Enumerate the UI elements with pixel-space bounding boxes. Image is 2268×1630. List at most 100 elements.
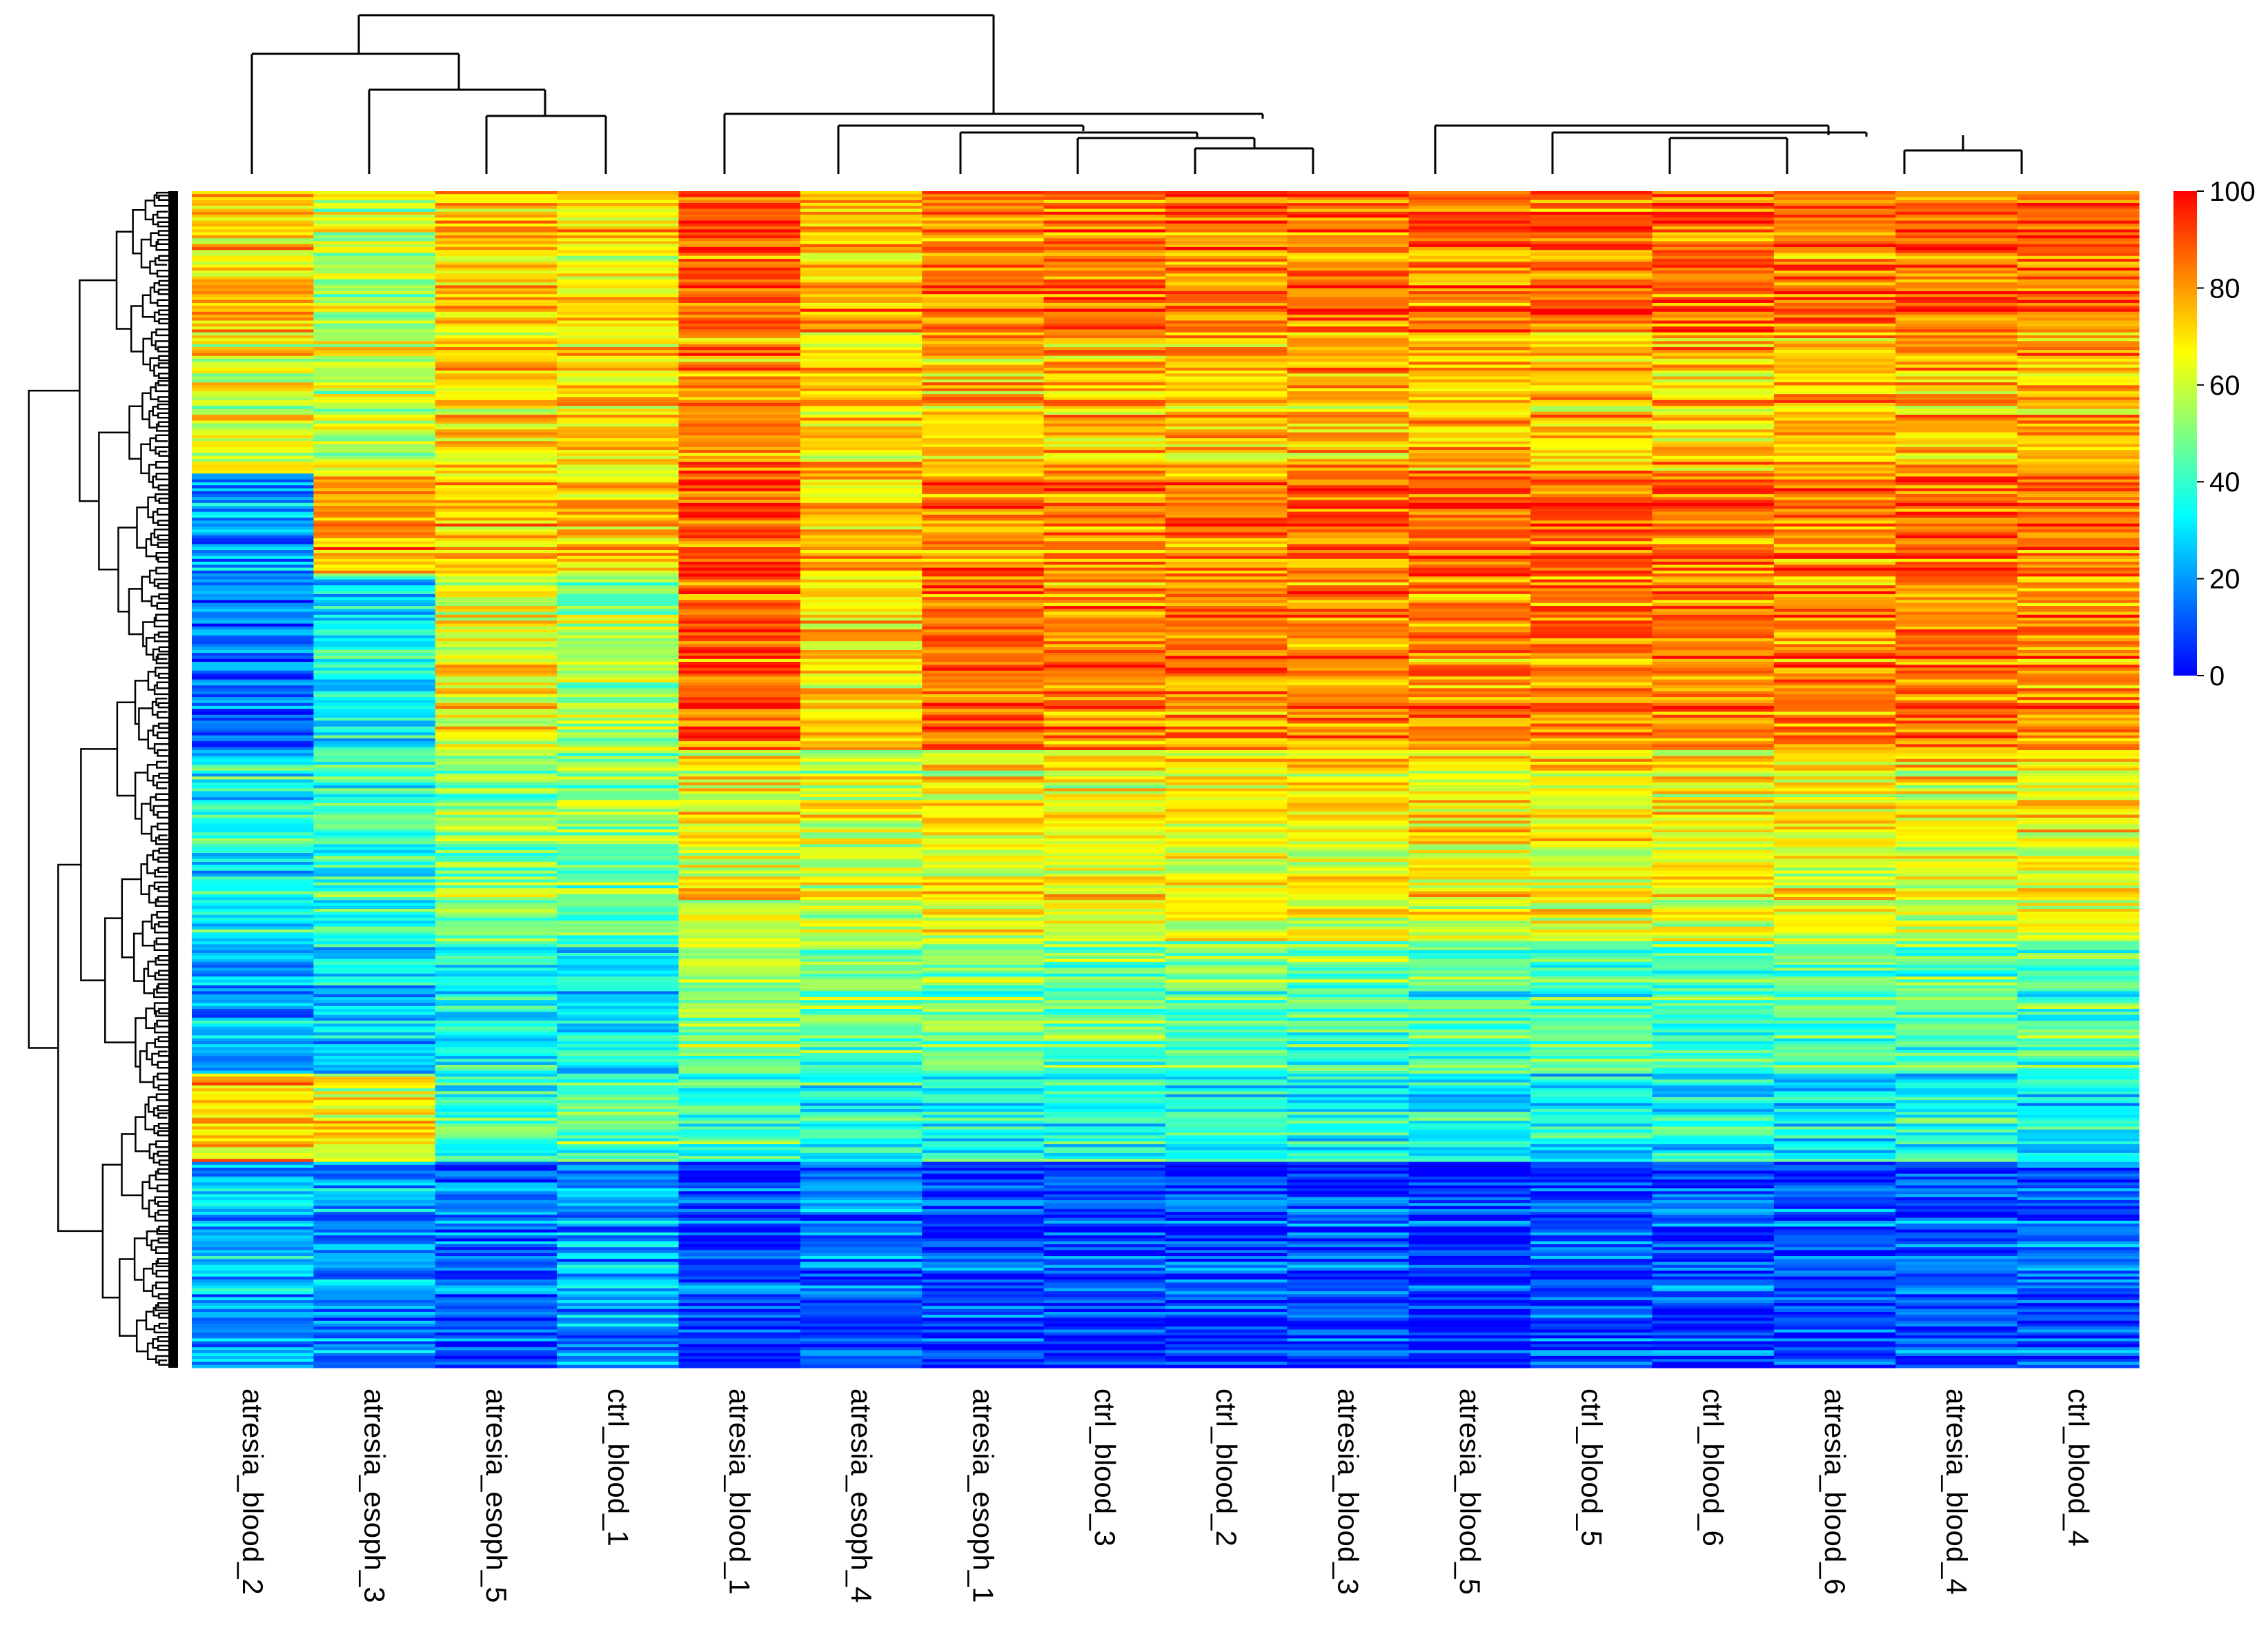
heatmap-cell — [2017, 1059, 2140, 1063]
heatmap-cell — [1773, 264, 1896, 268]
heatmap-cell — [922, 373, 1045, 377]
heatmap-cell — [192, 1056, 314, 1060]
heatmap-cell — [1530, 502, 1653, 507]
heatmap-cell — [922, 1026, 1045, 1030]
heatmap-cell — [2017, 226, 2140, 230]
heatmap-cell — [1652, 996, 1775, 1001]
heatmap-cell — [435, 1064, 558, 1068]
heatmap-cell — [1652, 385, 1775, 389]
heatmap-cell — [1408, 191, 1531, 195]
heatmap-cell — [1530, 914, 1653, 919]
heatmap-cell — [1165, 697, 1288, 701]
heatmap-cell — [2017, 544, 2140, 548]
heatmap-cell — [435, 1023, 558, 1028]
heatmap-cell — [1408, 285, 1531, 289]
heatmap-cell — [1043, 688, 1166, 692]
heatmap-cell — [800, 1005, 923, 1010]
heatmap-cell — [435, 756, 558, 760]
heatmap-cell — [800, 418, 923, 422]
heatmap-cell — [2017, 482, 2140, 486]
heatmap-cell — [313, 797, 436, 801]
heatmap-cell — [800, 882, 923, 886]
heatmap-cell — [1652, 744, 1775, 748]
heatmap-cell — [1408, 241, 1531, 245]
heatmap-cell — [1165, 332, 1288, 336]
heatmap-cell — [435, 306, 558, 310]
heatmap-cell — [1652, 509, 1775, 513]
heatmap-cell — [1773, 791, 1896, 795]
heatmap-cell — [313, 714, 436, 718]
heatmap-cell — [1895, 250, 2018, 254]
heatmap-cell — [557, 632, 680, 636]
heatmap-cell — [1287, 532, 1410, 536]
heatmap-cell — [1043, 541, 1166, 545]
heatmap-cell — [435, 438, 558, 442]
heatmap-cell — [192, 488, 314, 492]
heatmap-cell — [1165, 458, 1288, 462]
heatmap-cell — [557, 973, 680, 977]
heatmap-cell — [1165, 308, 1288, 313]
heatmap-cell — [678, 300, 801, 304]
heatmap-cell — [678, 649, 801, 654]
heatmap-cell — [1895, 350, 2018, 354]
heatmap-cell — [1530, 879, 1653, 883]
heatmap-cell — [1652, 903, 1775, 907]
heatmap-cell — [678, 400, 801, 404]
heatmap-cell — [1652, 338, 1775, 342]
heatmap-cell — [1773, 676, 1896, 680]
heatmap-cell — [1895, 756, 2018, 760]
heatmap-cell — [1043, 353, 1166, 357]
heatmap-cell — [1043, 1029, 1166, 1033]
heatmap-cell — [1652, 250, 1775, 254]
heatmap-cell — [1165, 800, 1288, 804]
heatmap-cell — [313, 950, 436, 954]
heatmap-cell — [800, 576, 923, 580]
heatmap-cell — [2017, 523, 2140, 527]
heatmap-cell — [2017, 1021, 2140, 1024]
heatmap-cell — [557, 749, 680, 754]
heatmap-cell — [313, 291, 436, 295]
heatmap-cell — [2017, 215, 2140, 218]
heatmap-cell — [1895, 891, 2018, 895]
heatmap-cell — [922, 726, 1045, 730]
heatmap-cell — [1408, 809, 1531, 812]
heatmap-cell — [313, 905, 436, 910]
heatmap-cell — [922, 1003, 1045, 1007]
heatmap-cell — [1287, 882, 1410, 886]
heatmap-cell — [557, 485, 680, 489]
heatmap-cell — [800, 847, 923, 851]
heatmap-cell — [1287, 1000, 1410, 1004]
heatmap-cell — [1895, 500, 2018, 504]
heatmap-cell — [1530, 841, 1653, 845]
heatmap-cell — [922, 473, 1045, 478]
heatmap-cell — [557, 197, 680, 201]
heatmap-cell — [1530, 785, 1653, 789]
heatmap-cell — [1287, 947, 1410, 951]
heatmap-cell — [2017, 1056, 2140, 1060]
heatmap-cell — [192, 723, 314, 727]
heatmap-cell — [192, 676, 314, 680]
heatmap-cell — [1408, 441, 1531, 445]
heatmap-cell — [313, 308, 436, 313]
heatmap-cell — [313, 879, 436, 883]
heatmap-cell — [1530, 194, 1653, 198]
heatmap-cell — [313, 994, 436, 998]
heatmap-cell — [557, 767, 680, 772]
heatmap-cell — [1408, 556, 1531, 560]
heatmap-cell — [1895, 467, 2018, 471]
heatmap-cell — [800, 976, 923, 980]
heatmap-cell — [678, 535, 801, 539]
heatmap-cell — [1287, 888, 1410, 892]
heatmap-cell — [435, 500, 558, 504]
heatmap-cell — [678, 467, 801, 471]
heatmap-cell — [313, 562, 436, 565]
heatmap-cell — [1773, 644, 1896, 648]
heatmap-cell — [435, 244, 558, 248]
heatmap-cell — [1165, 206, 1288, 210]
heatmap-cell — [922, 614, 1045, 618]
heatmap-cell — [1043, 194, 1166, 198]
heatmap-cell — [678, 602, 801, 607]
heatmap-cell — [1773, 667, 1896, 671]
heatmap-cell — [192, 385, 314, 389]
heatmap-cell — [1530, 923, 1653, 927]
